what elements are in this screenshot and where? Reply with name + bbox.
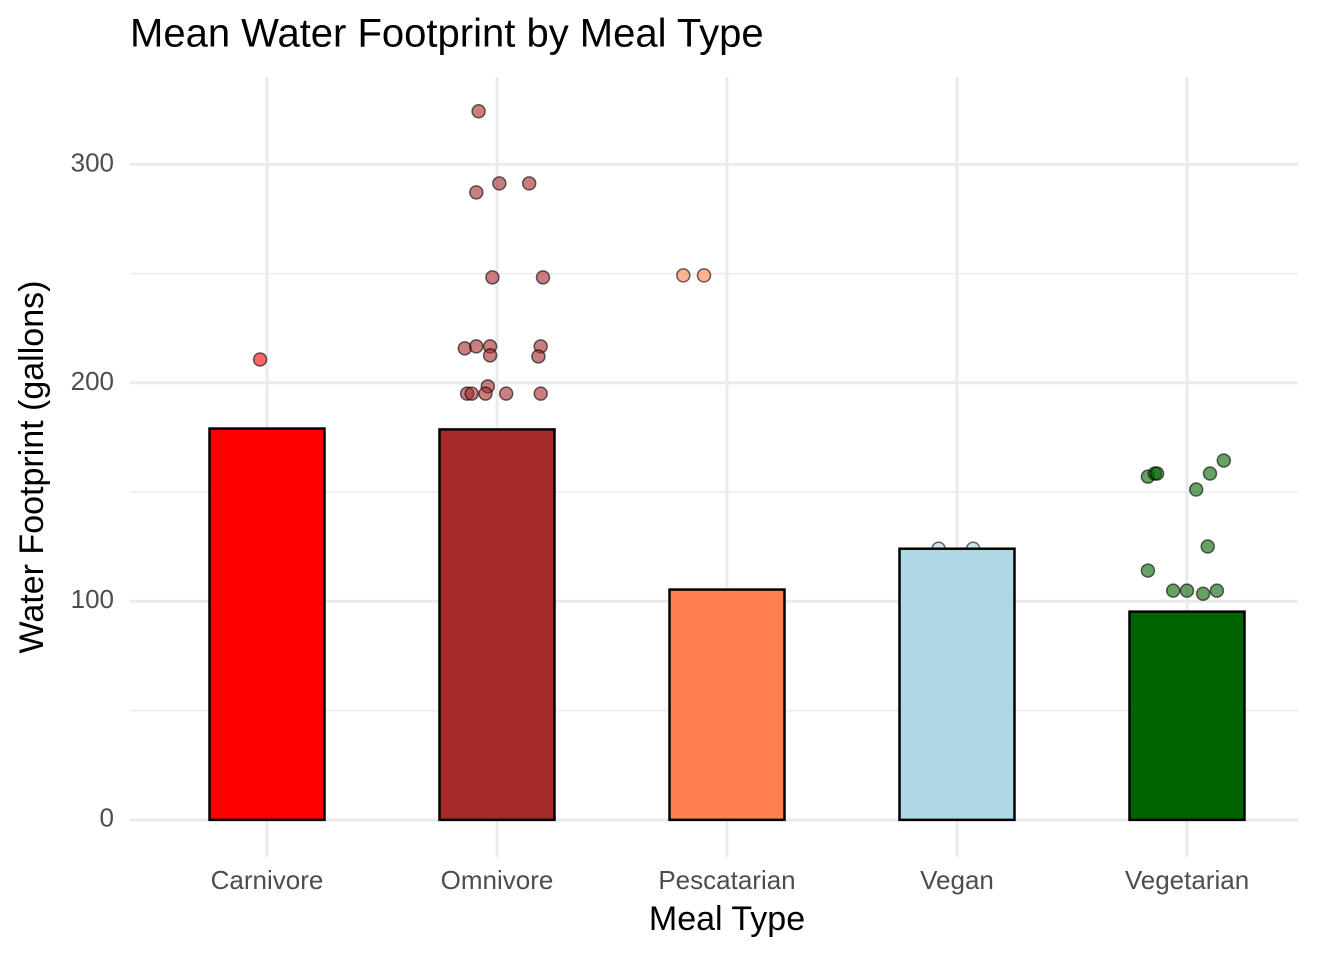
data-point [1140, 563, 1156, 578]
bar [438, 428, 556, 822]
data-point [482, 348, 498, 363]
data-point [471, 104, 486, 119]
data-point [252, 352, 268, 367]
data-point [521, 176, 537, 191]
x-tick-label: Vegan [920, 865, 994, 895]
x-tick-label: Omnivore [441, 865, 554, 895]
y-tick-label: 200 [71, 366, 114, 396]
data-point [469, 185, 484, 200]
y-tick-label: 100 [71, 584, 114, 614]
bar [208, 427, 326, 822]
data-point [1149, 466, 1165, 481]
x-axis-label: Meal Type [649, 900, 805, 938]
y-axis-label: Water Footprint (gallons) [13, 281, 51, 654]
x-tick-label: Carnivore [211, 865, 324, 895]
data-point [1209, 583, 1225, 598]
bar [668, 588, 786, 822]
data-point [478, 386, 493, 401]
data-point [1179, 583, 1195, 598]
data-point [492, 176, 507, 191]
data-point [1202, 466, 1218, 481]
data-point [1200, 539, 1215, 554]
data-point [531, 349, 546, 364]
data-point [469, 339, 484, 354]
data-point [1165, 583, 1181, 598]
data-point [1195, 586, 1211, 601]
data-point [1188, 482, 1204, 497]
y-tick-label: 0 [100, 803, 114, 833]
bar [898, 547, 1016, 822]
x-tick-label: Pescatarian [658, 865, 795, 895]
x-tick-label: Vegetarian [1125, 865, 1249, 895]
data-point [696, 268, 712, 283]
y-tick-label: 300 [71, 147, 114, 177]
data-point [1216, 453, 1232, 468]
data-point [535, 270, 551, 285]
chart-title: Mean Water Footprint by Meal Type [130, 12, 764, 56]
bar [1128, 610, 1246, 822]
data-point [533, 386, 548, 401]
data-point [498, 386, 514, 401]
data-point [676, 268, 691, 283]
data-point [485, 270, 500, 285]
data-point [464, 386, 479, 401]
